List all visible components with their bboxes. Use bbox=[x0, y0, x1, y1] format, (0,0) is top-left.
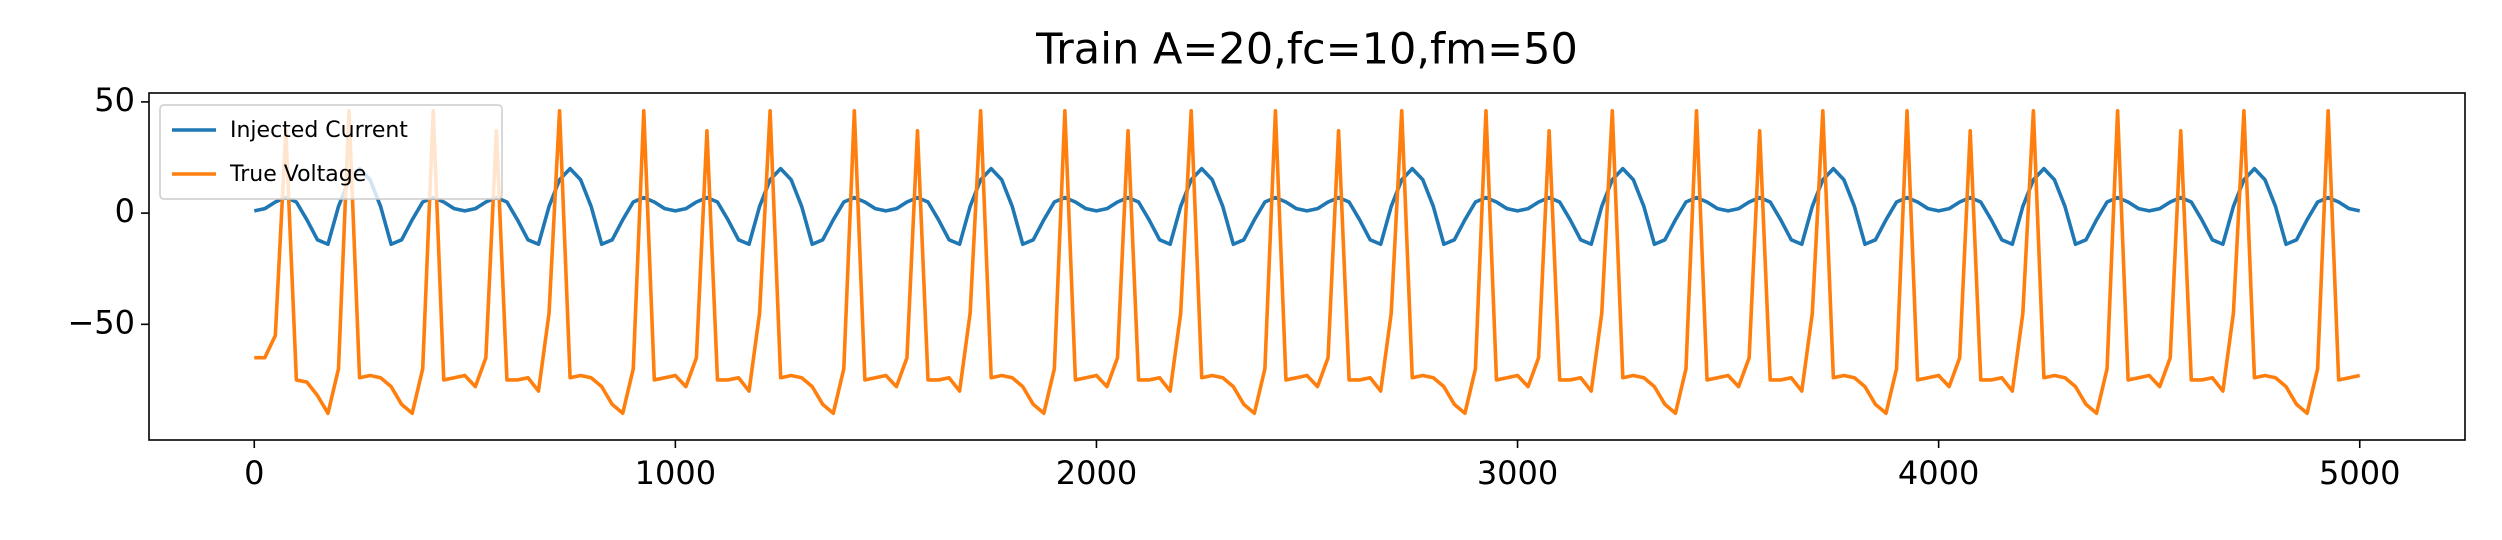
series-line bbox=[254, 108, 2361, 416]
y-tick-label: 0 bbox=[115, 192, 135, 230]
x-tick-label: 5000 bbox=[2319, 454, 2400, 492]
y-tick-label: 50 bbox=[94, 81, 135, 119]
y-tick-label: −50 bbox=[67, 303, 135, 341]
plot-frame bbox=[148, 92, 2466, 441]
legend-label: True Voltage bbox=[229, 162, 366, 187]
legend: Injected Current True Voltage bbox=[159, 104, 503, 200]
x-tick-label: 0 bbox=[244, 454, 264, 492]
legend-label: Injected Current bbox=[230, 118, 408, 143]
x-tick-label: 1000 bbox=[635, 454, 716, 492]
x-tick-label: 4000 bbox=[1898, 454, 1979, 492]
x-tick-label: 2000 bbox=[1056, 454, 1137, 492]
legend-box bbox=[159, 104, 503, 200]
chart-title: Train A=20,fc=10,fm=50 bbox=[1035, 25, 1578, 75]
series-line bbox=[253, 166, 2361, 247]
x-tick-label: 3000 bbox=[1477, 454, 1558, 492]
